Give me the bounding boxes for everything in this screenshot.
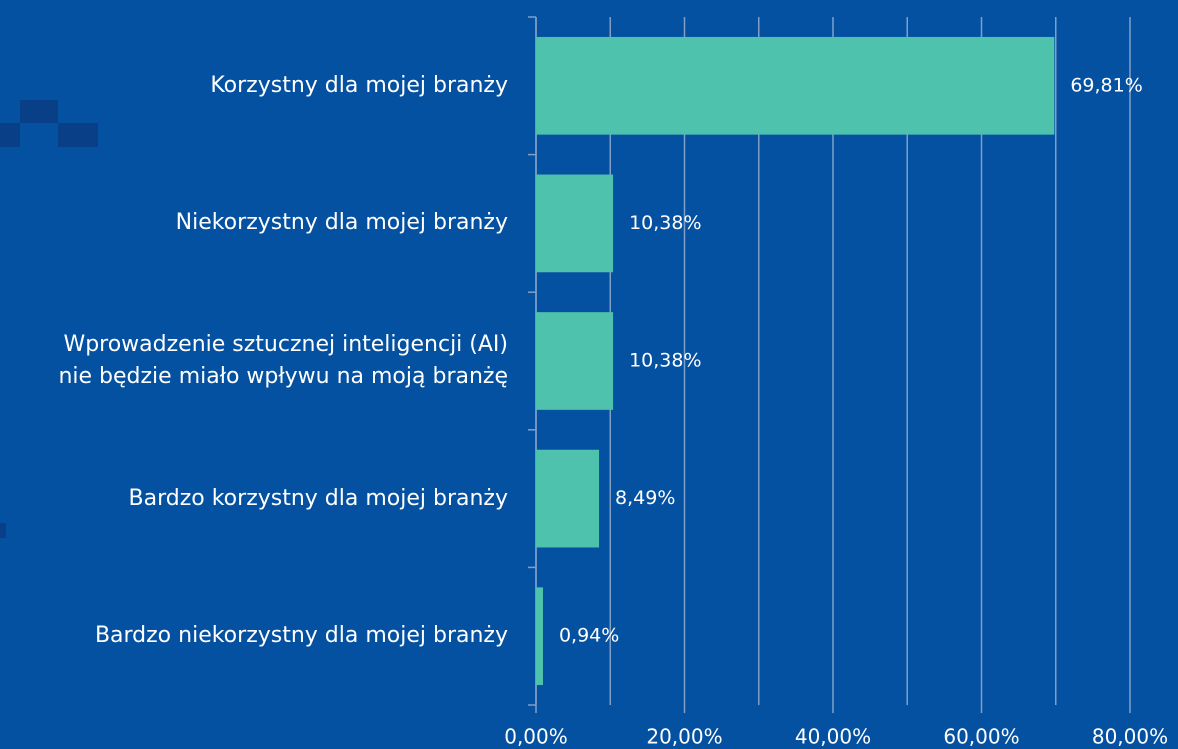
value-label: 8,49%	[615, 487, 675, 509]
category-label: Wprowadzenie sztucznej inteligencji (AI)…	[58, 332, 508, 389]
bar	[536, 174, 614, 273]
category-label: Bardzo niekorzystny dla mojej branży	[94, 623, 508, 649]
bar	[536, 449, 600, 548]
category-label: Niekorzystny dla mojej branży	[175, 210, 508, 236]
category-label: Korzystny dla mojej branży	[210, 72, 508, 98]
value-label: 10,38%	[629, 212, 701, 234]
x-tick-label: 0,00%	[504, 725, 568, 749]
decoration	[58, 123, 98, 147]
bar	[536, 587, 543, 686]
x-tick-label: 20,00%	[646, 725, 722, 749]
x-tick-label: 60,00%	[943, 725, 1019, 749]
x-tick-label: 40,00%	[795, 725, 871, 749]
value-label: 0,94%	[559, 625, 619, 647]
decoration	[20, 100, 58, 123]
category-label: Bardzo korzystny dla mojej branży	[128, 485, 508, 511]
value-label: 10,38%	[629, 350, 701, 372]
value-label: 69,81%	[1070, 74, 1142, 96]
bar	[536, 36, 1055, 135]
decoration	[0, 123, 20, 147]
decoration	[0, 523, 6, 538]
x-tick-label: 80,00%	[1092, 725, 1168, 749]
bar	[536, 312, 614, 410]
